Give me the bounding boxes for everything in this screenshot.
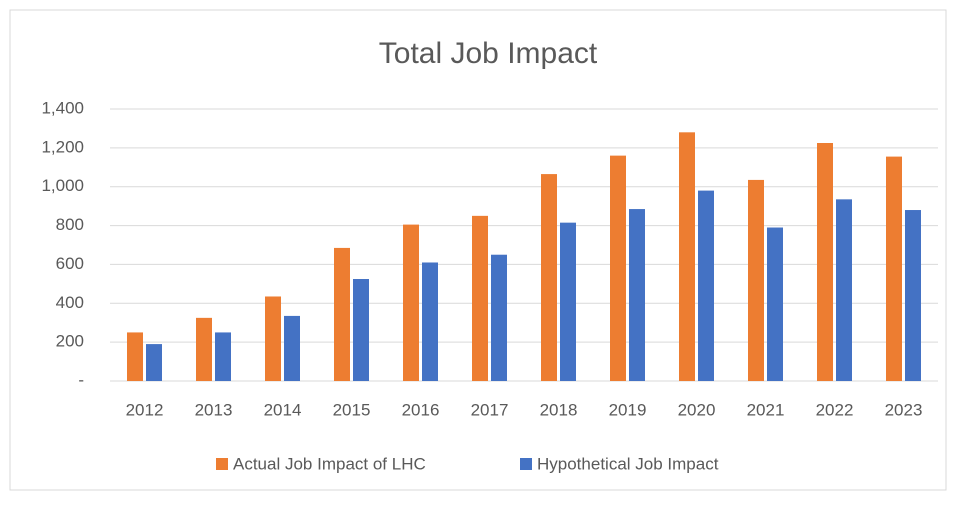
y-tick-label: 1,200 <box>41 137 84 156</box>
x-tick-label: 2016 <box>402 400 440 419</box>
x-tick-label: 2019 <box>609 400 647 419</box>
bar <box>679 132 695 381</box>
bar <box>836 199 852 381</box>
bar <box>127 332 143 381</box>
bar <box>560 222 576 381</box>
bar <box>403 224 419 381</box>
legend-label: Hypothetical Job Impact <box>537 454 719 473</box>
x-tick-label: 2018 <box>540 400 578 419</box>
bar <box>353 279 369 381</box>
x-tick-label: 2023 <box>885 400 923 419</box>
bar <box>215 332 231 381</box>
bar <box>817 143 833 381</box>
bar <box>886 156 902 381</box>
chart-title: Total Job Impact <box>379 37 598 70</box>
bar <box>629 209 645 381</box>
x-tick-label: 2020 <box>678 400 716 419</box>
bar <box>472 215 488 381</box>
bar <box>767 227 783 381</box>
y-tick-label: 1,400 <box>41 98 84 117</box>
x-tick-label: 2015 <box>333 400 371 419</box>
bar <box>265 296 281 381</box>
bar <box>284 315 300 381</box>
bar <box>541 174 557 381</box>
x-tick-label: 2012 <box>126 400 164 419</box>
x-tick-label: 2013 <box>195 400 233 419</box>
bar <box>146 344 162 381</box>
bar <box>196 317 212 381</box>
y-tick-label: - <box>78 370 84 389</box>
bar <box>748 179 764 381</box>
x-tick-label: 2014 <box>264 400 302 419</box>
x-tick-label: 2021 <box>747 400 785 419</box>
y-tick-label: 1,000 <box>41 176 84 195</box>
y-tick-label: 800 <box>56 215 84 234</box>
legend-label: Actual Job Impact of LHC <box>233 454 426 473</box>
bar <box>334 247 350 381</box>
x-tick-label: 2017 <box>471 400 509 419</box>
bar <box>905 210 921 381</box>
y-tick-label: 600 <box>56 254 84 273</box>
y-tick-label: 400 <box>56 293 84 312</box>
x-tick-label: 2022 <box>816 400 854 419</box>
bar <box>422 262 438 381</box>
y-tick-label: 200 <box>56 332 84 351</box>
bar <box>491 254 507 381</box>
bar <box>698 190 714 381</box>
bar <box>610 155 626 381</box>
legend-swatch <box>216 458 228 470</box>
legend-swatch <box>520 458 532 470</box>
